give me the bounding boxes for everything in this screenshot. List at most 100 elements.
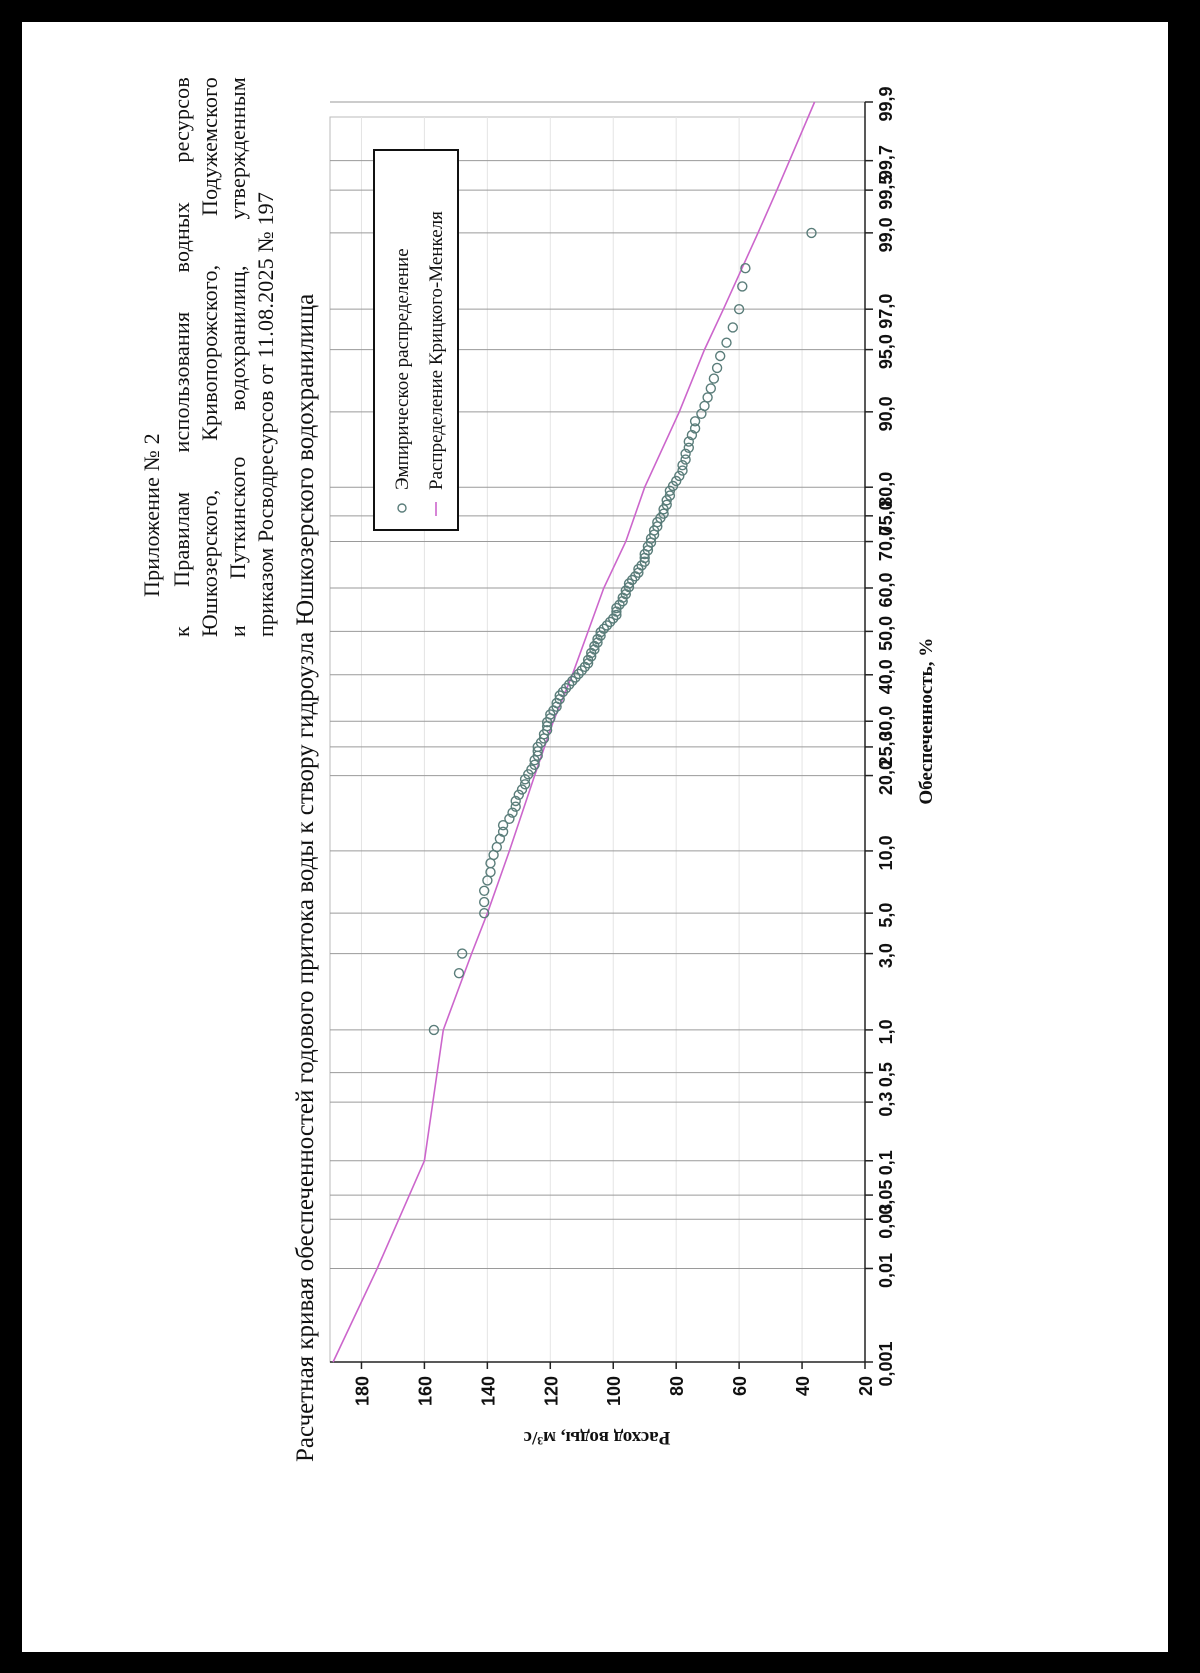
empirical-point [611, 609, 622, 621]
probability-tick-label: 70,0 [876, 526, 896, 561]
empirical-point [702, 392, 713, 403]
empirical-point [497, 820, 509, 831]
empirical-point [510, 795, 521, 807]
probability-tick-label: 30,0 [876, 706, 896, 741]
probability-tick-label: 5,0 [876, 903, 896, 928]
empirical-point [677, 465, 688, 476]
empirical-point [507, 807, 518, 818]
empirical-point [671, 475, 682, 487]
probability-tick-label: 75,0 [876, 500, 896, 535]
probability-tick-label: 95,0 [876, 334, 896, 369]
empirical-point [589, 644, 600, 655]
probability-tick-label: 0,001 [876, 1341, 896, 1386]
empirical-point [733, 304, 745, 315]
probability-tick-label: 99,9 [876, 86, 896, 121]
empirical-point [737, 281, 748, 292]
empirical-point [727, 322, 738, 333]
empirical-point [708, 373, 720, 384]
value-tick-label: 180 [352, 1376, 372, 1406]
empirical-point [664, 490, 676, 501]
empirical-point [674, 470, 685, 482]
empirical-point [586, 647, 597, 659]
empirical-point [497, 826, 509, 837]
empirical-point [570, 672, 581, 683]
empirical-point [532, 746, 543, 757]
probability-tick-label: 99,5 [876, 175, 896, 210]
empirical-point [661, 499, 672, 510]
empirical-point [806, 227, 817, 239]
empirical-point [608, 613, 619, 624]
value-tick-label: 160 [415, 1376, 435, 1406]
legend-label-empirical: Эмпирическое распределение [392, 248, 413, 490]
distribution-curve [332, 101, 816, 1363]
empirical-point [504, 813, 515, 824]
document-page: Приложение № 2 к Правилам использования вод… [22, 22, 1168, 1652]
empirical-point [595, 627, 606, 638]
empirical-point [564, 679, 575, 690]
probability-tick-label: 99,7 [876, 145, 896, 180]
empirical-point [705, 383, 716, 394]
empirical-point [519, 779, 531, 790]
empirical-point [683, 436, 694, 447]
empirical-point [554, 690, 565, 701]
probability-tick-label: 50,0 [876, 616, 896, 651]
empirical-point [686, 429, 698, 441]
empirical-point [560, 683, 572, 694]
empirical-point [715, 350, 726, 362]
empirical-point [453, 968, 465, 979]
empirical-point [479, 908, 490, 919]
probability-tick-label: 0,01 [876, 1253, 896, 1288]
empirical-point [689, 416, 701, 427]
empirical-point [658, 508, 669, 519]
empirical-point [683, 442, 694, 453]
probability-tick-label: 97,0 [876, 294, 896, 329]
empirical-point [617, 596, 628, 607]
empirical-point [589, 640, 600, 652]
empirical-point [579, 661, 591, 672]
value-tick-label: 140 [478, 1376, 498, 1406]
empirical-point [611, 606, 622, 617]
empirical-point [598, 623, 609, 634]
empirical-point [479, 885, 490, 896]
x-axis-label: Обеспеченность, % [916, 638, 937, 805]
value-tick-label: 60 [730, 1376, 750, 1396]
empirical-point [721, 337, 732, 348]
empirical-point [592, 637, 603, 648]
empirical-point [592, 633, 603, 645]
probability-tick-label: 10,0 [876, 835, 896, 870]
probability-tick-label: 99,0 [876, 217, 896, 252]
y-axis-label: Расход воды, м³/с [524, 1427, 671, 1448]
empirical-point [576, 665, 587, 676]
probability-tick-label: 0,5 [876, 1062, 896, 1087]
value-tick-label: 20 [856, 1376, 876, 1396]
legend-marker-empirical [397, 503, 407, 513]
empirical-point [680, 454, 691, 465]
empirical-point [740, 262, 751, 274]
legend-box [373, 149, 459, 531]
empirical-point [677, 460, 688, 471]
empirical-point [611, 602, 622, 614]
empirical-point [513, 789, 524, 800]
empirical-point [582, 654, 594, 666]
probability-chart: 0,001 0,01 0,030,05 0,1 0,3 0,5 1,0 3,0 5,0 10,0 2… [329, 86, 937, 1448]
empirical-point [689, 423, 701, 434]
empirical-point [699, 400, 710, 412]
empirical-point [428, 1024, 440, 1036]
empirical-point [711, 362, 723, 374]
value-tick-label: 120 [541, 1376, 561, 1406]
value-tick-label: 100 [604, 1376, 624, 1406]
value-tick-label: 80 [667, 1376, 687, 1396]
probability-tick-label: 0,3 [876, 1092, 896, 1117]
probability-tick-label: 60,0 [876, 572, 896, 607]
empirical-point [573, 668, 584, 680]
legend-label-curve: Распределение Крицкого-Менкеля [426, 211, 447, 490]
empirical-point [680, 448, 691, 459]
empirical-point [510, 801, 521, 812]
probability-tick-label: 40,0 [876, 659, 896, 694]
value-tick-label: 40 [793, 1376, 813, 1396]
empirical-point [586, 651, 597, 662]
probability-tick-label: 0,03 [876, 1204, 896, 1239]
probability-tick-label: 3,0 [876, 943, 896, 968]
empirical-point [639, 556, 650, 567]
empirical-point [457, 948, 468, 959]
